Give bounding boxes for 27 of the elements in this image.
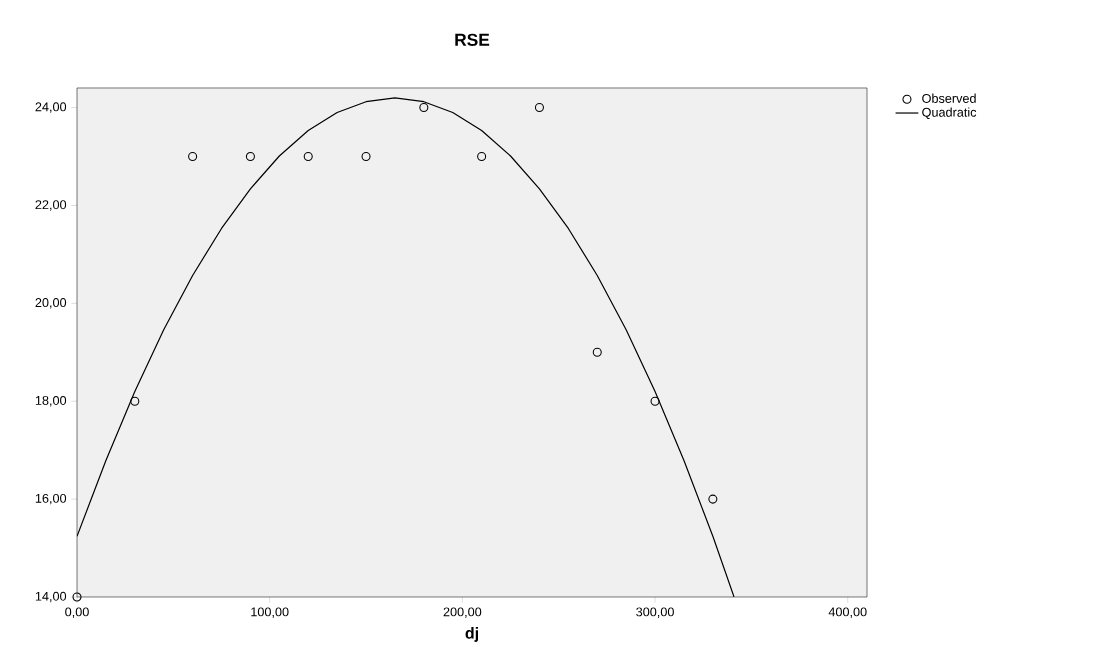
point	[130, 396, 140, 406]
point	[592, 347, 602, 357]
point	[361, 151, 371, 162]
y-tick-label: 16,00	[35, 493, 67, 505]
point	[534, 103, 544, 113]
point	[245, 151, 255, 162]
point	[419, 103, 429, 113]
x-tick-label: 400,00	[828, 607, 867, 618]
y-tick-label: 18,00	[35, 395, 67, 407]
y-tick-label: 24,00	[35, 102, 67, 113]
point	[650, 396, 660, 406]
x-tick-label: 300,00	[636, 607, 674, 618]
x-axis-title: dj	[465, 627, 478, 642]
point	[477, 151, 487, 162]
legend-label: Quadratic	[922, 107, 977, 120]
x-tick-label: 200,00	[443, 607, 482, 618]
legend-label: Observed	[922, 93, 976, 103]
x-tick-label: 100,00	[251, 607, 289, 618]
y-tick-label: 22,00	[35, 200, 67, 211]
point	[303, 151, 313, 162]
chart-title: RSE	[455, 33, 490, 46]
point	[188, 151, 198, 162]
point	[708, 494, 718, 504]
y-tick-label: 14,00	[35, 591, 67, 603]
x-tick-label: 0,00	[65, 607, 89, 618]
y-tick-label: 20,00	[35, 298, 67, 309]
point	[72, 592, 82, 602]
